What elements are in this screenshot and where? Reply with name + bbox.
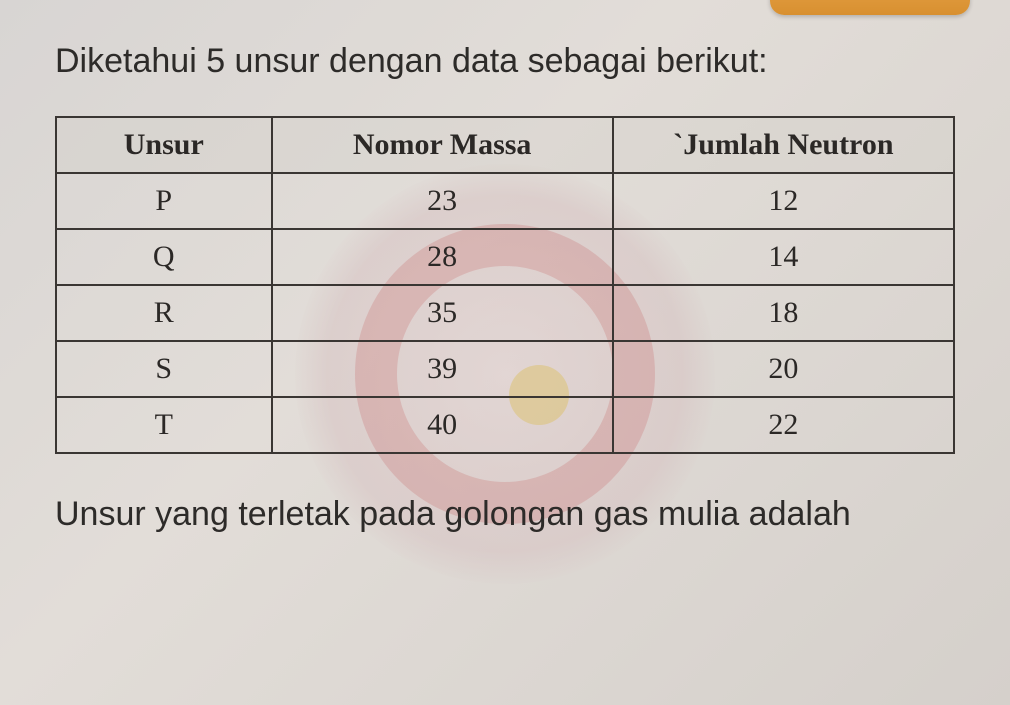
- cell-massa: 40: [272, 397, 613, 453]
- cell-massa: 35: [272, 285, 613, 341]
- table-row: P 23 12: [56, 173, 954, 229]
- table-row: S 39 20: [56, 341, 954, 397]
- cell-massa: 28: [272, 229, 613, 285]
- cell-unsur: Q: [56, 229, 272, 285]
- cell-massa: 23: [272, 173, 613, 229]
- question-end-text: Unsur yang terletak pada golongan gas mu…: [55, 488, 955, 541]
- content-wrapper: Diketahui 5 unsur dengan data sebagai be…: [55, 35, 955, 540]
- table-row: T 40 22: [56, 397, 954, 453]
- orange-corner-decoration: [770, 0, 970, 15]
- cell-neutron: 18: [613, 285, 954, 341]
- cell-neutron: 12: [613, 173, 954, 229]
- col-jumlah-neutron: `Jumlah Neutron: [613, 117, 954, 173]
- elements-table: Unsur Nomor Massa `Jumlah Neutron P 23 1…: [55, 116, 955, 454]
- cell-unsur: P: [56, 173, 272, 229]
- cell-neutron: 20: [613, 341, 954, 397]
- question-intro-text: Diketahui 5 unsur dengan data sebagai be…: [55, 35, 955, 88]
- col-nomor-massa: Nomor Massa: [272, 117, 613, 173]
- table-row: Q 28 14: [56, 229, 954, 285]
- table-header-row: Unsur Nomor Massa `Jumlah Neutron: [56, 117, 954, 173]
- table-row: R 35 18: [56, 285, 954, 341]
- col-unsur: Unsur: [56, 117, 272, 173]
- cell-unsur: S: [56, 341, 272, 397]
- cell-neutron: 22: [613, 397, 954, 453]
- cell-unsur: T: [56, 397, 272, 453]
- cell-neutron: 14: [613, 229, 954, 285]
- cell-massa: 39: [272, 341, 613, 397]
- cell-unsur: R: [56, 285, 272, 341]
